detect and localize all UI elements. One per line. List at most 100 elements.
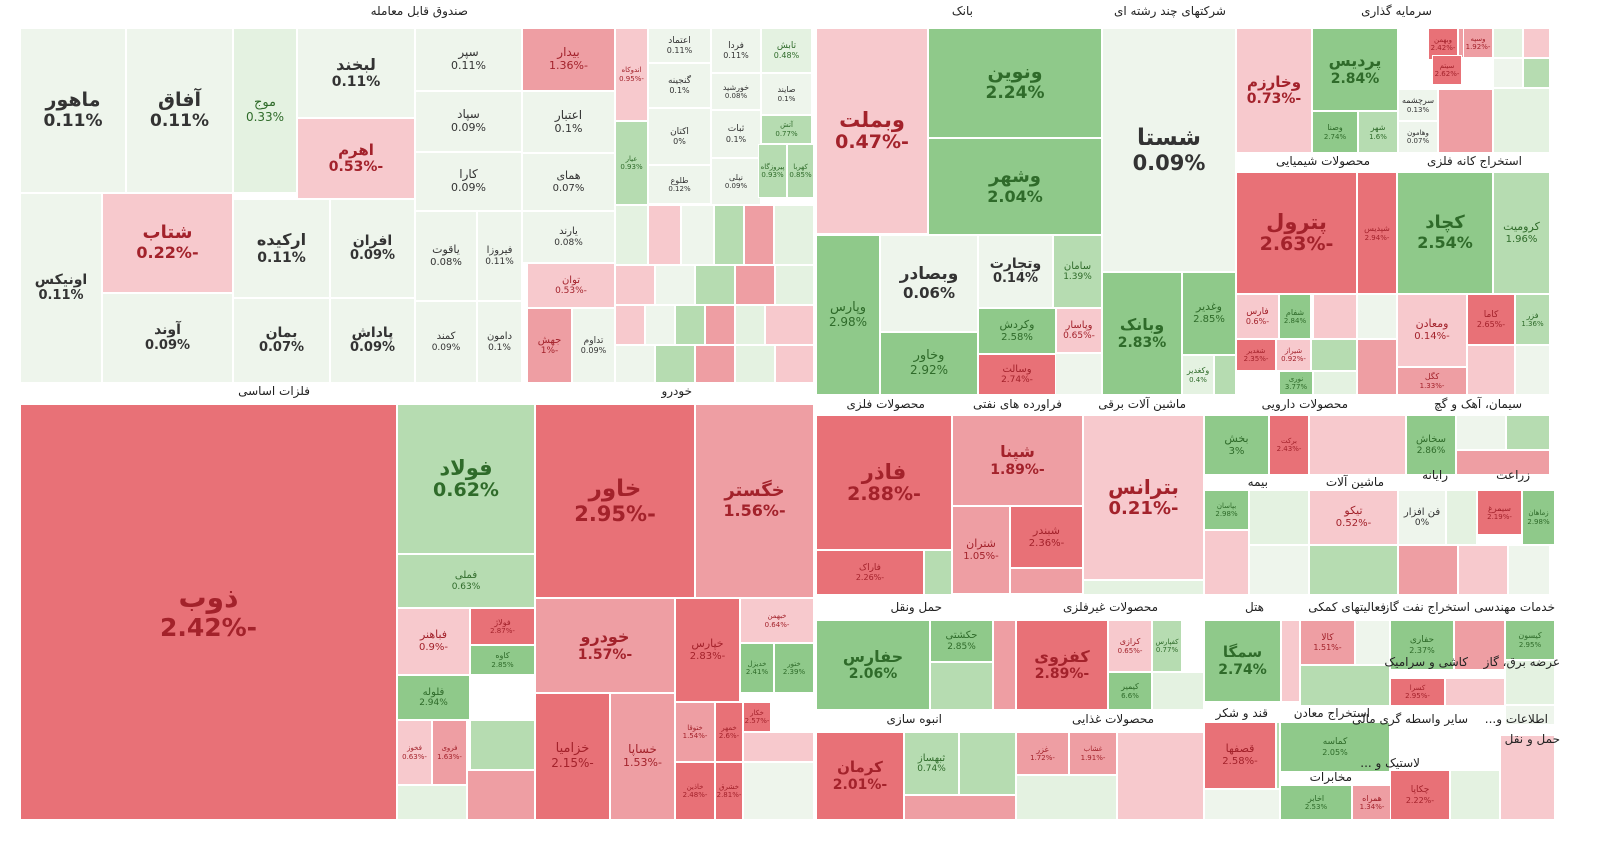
stock-tile[interactable]: وسالت -2.74% xyxy=(978,354,1056,395)
stock-tile[interactable]: پردیس 2.84% xyxy=(1312,28,1398,111)
stock-tile[interactable]: بترانس -0.21% xyxy=(1083,415,1204,580)
stock-tile[interactable]: پترول -2.63% xyxy=(1236,172,1357,294)
stock-tile[interactable]: کفزوی -2.89% xyxy=(1016,620,1108,710)
stock-tile[interactable]: کگل -1.33% xyxy=(1397,367,1467,395)
stock-tile[interactable]: وخاور 2.92% xyxy=(880,332,978,395)
stock-tile[interactable]: سپر 0.11% xyxy=(415,28,522,91)
minor-symbol-cell[interactable] xyxy=(1450,770,1500,820)
minor-symbol-cell[interactable] xyxy=(1010,568,1083,594)
stock-tile[interactable]: کاوه 2.85% xyxy=(470,645,535,675)
stock-tile[interactable]: فلوله 2.94% xyxy=(397,675,470,720)
minor-symbol-cell[interactable] xyxy=(655,265,695,305)
stock-tile[interactable]: سمگا 2.74% xyxy=(1204,620,1281,702)
stock-tile[interactable]: فولاژ -2.87% xyxy=(470,608,535,645)
minor-symbol-cell[interactable] xyxy=(1456,415,1506,450)
stock-tile[interactable]: آتش 0.77% xyxy=(761,115,812,144)
stock-tile[interactable]: خورشید 0.08% xyxy=(711,73,761,110)
stock-tile[interactable]: کرمان -2.01% xyxy=(816,732,904,820)
minor-symbol-cell[interactable] xyxy=(1357,294,1397,339)
stock-tile[interactable]: اخابر 2.53% xyxy=(1280,785,1352,820)
stock-tile[interactable]: پاداش 0.09% xyxy=(330,298,415,383)
stock-tile[interactable]: خساپا -1.53% xyxy=(610,693,675,820)
stock-tile[interactable]: ونوین 2.24% xyxy=(928,28,1102,138)
stock-tile[interactable]: فردا 0.11% xyxy=(711,28,761,73)
minor-symbol-cell[interactable] xyxy=(1523,58,1550,88)
stock-tile[interactable]: فباهنر -0.9% xyxy=(397,608,470,675)
minor-symbol-cell[interactable] xyxy=(959,732,1016,795)
minor-symbol-cell[interactable] xyxy=(695,345,735,383)
minor-symbol-cell[interactable] xyxy=(714,205,744,265)
stock-tile[interactable]: شپدیس -2.94% xyxy=(1357,172,1397,294)
stock-tile[interactable]: کماسه 2.05% xyxy=(1280,722,1390,772)
stock-tile[interactable]: ثبات 0.1% xyxy=(711,110,761,158)
stock-tile[interactable]: شتران -1.05% xyxy=(952,506,1010,594)
stock-tile[interactable]: شفام 2.84% xyxy=(1279,294,1311,339)
stock-tile[interactable]: غزر -1.72% xyxy=(1016,732,1069,775)
minor-symbol-cell[interactable] xyxy=(681,205,714,265)
minor-symbol-cell[interactable] xyxy=(775,345,814,383)
stock-tile[interactable]: ارکیده 0.11% xyxy=(233,199,330,298)
stock-tile[interactable]: فاذر -2.88% xyxy=(816,415,952,550)
stock-tile[interactable]: آفاق 0.11% xyxy=(126,28,233,193)
minor-symbol-cell[interactable] xyxy=(744,205,774,265)
minor-symbol-cell[interactable] xyxy=(1214,355,1236,395)
minor-symbol-cell[interactable] xyxy=(1493,58,1523,88)
stock-tile[interactable]: شیراز -0.92% xyxy=(1276,339,1311,371)
stock-tile[interactable]: شهر 1.6% xyxy=(1358,111,1398,153)
minor-symbol-cell[interactable] xyxy=(1053,353,1102,395)
stock-tile[interactable]: اندوکاه -0.95% xyxy=(615,28,648,121)
stock-tile[interactable]: خکار -2.57% xyxy=(743,702,771,732)
minor-symbol-cell[interactable] xyxy=(615,265,655,305)
stock-tile[interactable]: خاور -2.95% xyxy=(535,404,695,598)
stock-tile[interactable]: برکت -2.43% xyxy=(1269,415,1309,475)
minor-symbol-cell[interactable] xyxy=(775,265,814,305)
minor-symbol-cell[interactable] xyxy=(1249,490,1309,545)
minor-symbol-cell[interactable] xyxy=(470,720,535,770)
minor-symbol-cell[interactable] xyxy=(1311,339,1357,371)
minor-symbol-cell[interactable] xyxy=(1300,665,1390,706)
stock-tile[interactable]: ذوب -2.42% xyxy=(20,404,397,820)
minor-symbol-cell[interactable] xyxy=(1016,775,1117,820)
minor-symbol-cell[interactable] xyxy=(774,205,814,265)
minor-symbol-cell[interactable] xyxy=(1506,415,1550,450)
stock-tile[interactable]: نوری 3.77% xyxy=(1279,371,1313,395)
stock-tile[interactable]: اونیکس 0.11% xyxy=(20,193,102,383)
stock-tile[interactable]: ثبهساز 0.74% xyxy=(904,732,959,795)
minor-symbol-cell[interactable] xyxy=(1467,345,1515,395)
stock-tile[interactable]: خودرو -1.57% xyxy=(535,598,675,693)
stock-tile[interactable]: سیتم -2.62% xyxy=(1432,55,1462,85)
stock-tile[interactable]: سیمرغ -2.19% xyxy=(1477,490,1522,535)
minor-symbol-cell[interactable] xyxy=(735,345,775,383)
stock-tile[interactable]: عیار 0.93% xyxy=(615,121,648,205)
stock-tile[interactable]: کیسون 2.95% xyxy=(1505,620,1555,660)
minor-symbol-cell[interactable] xyxy=(1357,339,1397,395)
stock-tile[interactable]: خگستر -1.56% xyxy=(695,404,814,598)
minor-symbol-cell[interactable] xyxy=(1508,545,1550,595)
minor-symbol-cell[interactable] xyxy=(1505,660,1555,705)
stock-tile[interactable]: فزر 1.36% xyxy=(1515,294,1550,345)
minor-symbol-cell[interactable] xyxy=(1309,545,1398,595)
stock-tile[interactable]: جهش -1% xyxy=(527,308,572,383)
stock-tile[interactable]: شبندر -2.36% xyxy=(1010,506,1083,568)
stock-tile[interactable]: ختوقا -1.54% xyxy=(675,702,715,762)
minor-symbol-cell[interactable] xyxy=(1493,28,1523,58)
stock-tile[interactable]: فملی 0.63% xyxy=(397,554,535,608)
stock-tile[interactable]: ومعادن -0.14% xyxy=(1397,294,1467,367)
stock-tile[interactable]: دامون 0.1% xyxy=(477,301,522,383)
stock-tile[interactable]: خشرق -2.81% xyxy=(715,762,743,820)
minor-symbol-cell[interactable] xyxy=(1523,28,1550,58)
minor-symbol-cell[interactable] xyxy=(904,795,1016,820)
stock-tile[interactable]: غشاب -1.91% xyxy=(1069,732,1117,775)
minor-symbol-cell[interactable] xyxy=(1204,530,1249,595)
stock-tile[interactable]: حفارس 2.06% xyxy=(816,620,930,710)
minor-symbol-cell[interactable] xyxy=(930,662,993,710)
stock-tile[interactable]: فن افزار 0% xyxy=(1398,490,1446,545)
stock-tile[interactable]: وخارزم -0.73% xyxy=(1236,28,1312,153)
stock-tile[interactable]: ختور 2.39% xyxy=(774,643,814,693)
stock-tile[interactable]: همراه -1.34% xyxy=(1352,785,1392,820)
stock-tile[interactable]: اعتبار 0.1% xyxy=(522,91,615,153)
stock-tile[interactable]: وبهمن -2.42% xyxy=(1428,28,1458,60)
minor-symbol-cell[interactable] xyxy=(1281,620,1300,702)
stock-tile[interactable]: حکشتی 2.85% xyxy=(930,620,993,662)
stock-tile[interactable]: طلوع 0.12% xyxy=(648,165,711,204)
